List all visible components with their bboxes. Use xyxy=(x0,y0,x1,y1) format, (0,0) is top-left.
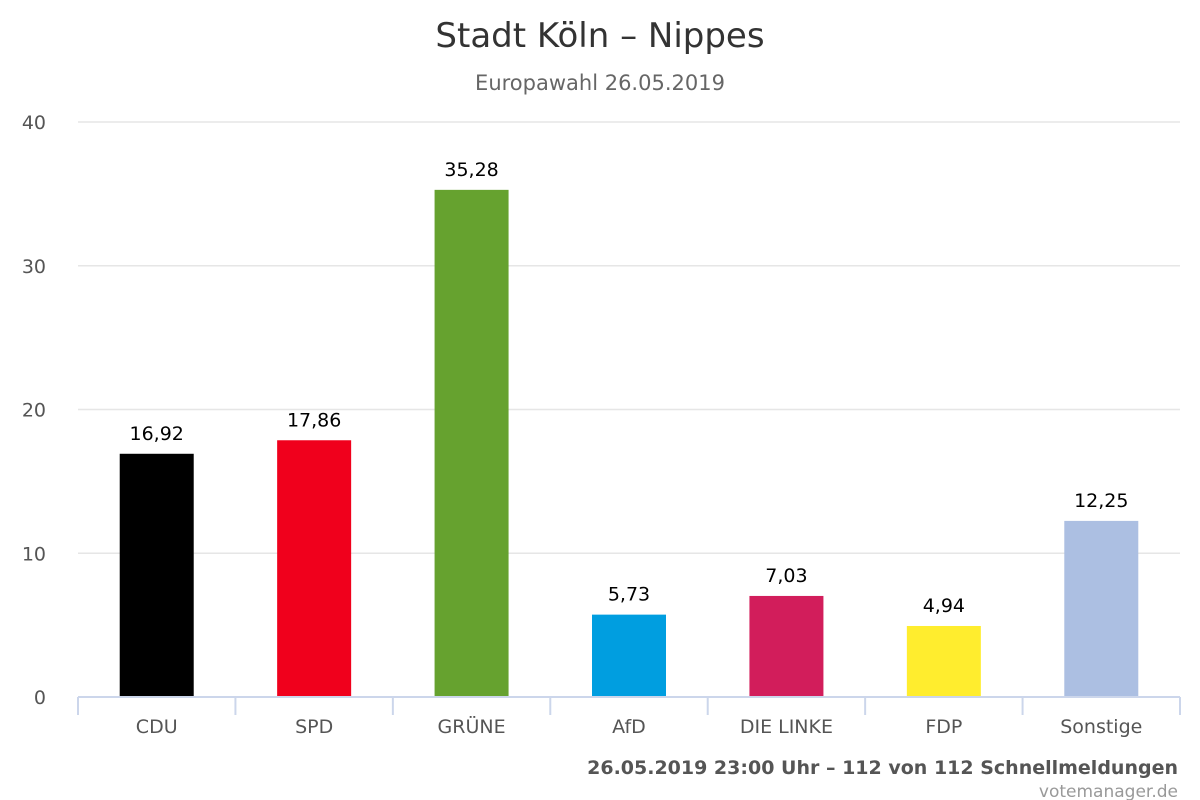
gridlines xyxy=(78,121,1180,554)
chart-title: Stadt Köln – Nippes xyxy=(435,16,764,56)
bar-fdp[interactable] xyxy=(906,625,981,697)
bar-sonstige[interactable] xyxy=(1064,520,1139,697)
footer-status: 26.05.2019 23:00 Uhr – 112 von 112 Schne… xyxy=(587,757,1178,779)
x-tick-label: Sonstige xyxy=(1060,716,1142,738)
bar-afd[interactable] xyxy=(592,614,666,697)
data-label: 17,86 xyxy=(287,409,341,431)
data-label: 7,03 xyxy=(765,565,807,587)
y-tick-label: 0 xyxy=(34,687,46,709)
x-tick-label: AfD xyxy=(612,716,646,738)
credits-link[interactable]: votemanager.de xyxy=(1039,782,1178,800)
data-label: 35,28 xyxy=(444,159,498,181)
chart-subtitle: Europawahl 26.05.2019 xyxy=(475,71,725,95)
x-tick-label: GRÜNE xyxy=(438,715,506,738)
x-tick-label: DIE LINKE xyxy=(740,716,833,738)
x-axis: CDU SPD GRÜNE AfD DIE LINKE FDP Sonstige xyxy=(77,696,1181,738)
y-tick-label: 40 xyxy=(22,112,46,134)
y-tick-label: 20 xyxy=(22,400,46,422)
data-label: 12,25 xyxy=(1074,490,1128,512)
data-label: 5,73 xyxy=(608,584,650,606)
data-label: 4,94 xyxy=(923,595,965,617)
x-tick-label: SPD xyxy=(295,716,333,738)
data-label: 16,92 xyxy=(130,423,184,445)
y-tick-label: 30 xyxy=(22,256,46,278)
y-axis: 0 10 20 30 40 xyxy=(22,112,46,709)
bar-gr-ne[interactable] xyxy=(434,189,509,697)
bars: 16,92 17,86 35,28 5,73 7,03 4,94 12,25 xyxy=(119,159,1139,697)
bar-spd[interactable] xyxy=(277,440,352,697)
x-tick-label: CDU xyxy=(136,716,178,738)
bar-cdu[interactable] xyxy=(119,453,194,697)
x-tick-label: FDP xyxy=(925,716,962,738)
y-tick-label: 10 xyxy=(22,543,46,565)
bar-die-linke[interactable] xyxy=(749,595,824,697)
